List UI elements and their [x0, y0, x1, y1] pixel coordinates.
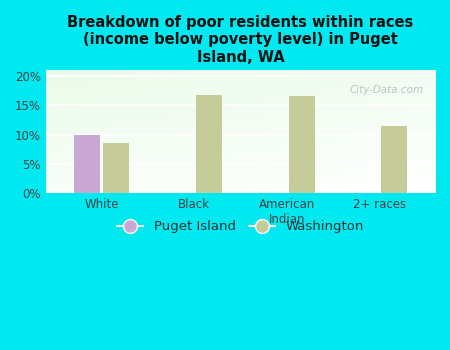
Title: Breakdown of poor residents within races
(income below poverty level) in Puget
I: Breakdown of poor residents within races… [68, 15, 414, 65]
Bar [381, 126, 407, 194]
Bar [104, 143, 129, 194]
Text: City-Data.com: City-Data.com [349, 85, 423, 95]
Bar [196, 95, 222, 194]
Bar [74, 135, 99, 194]
Bar [288, 96, 315, 194]
Legend: Puget Island, Washington: Puget Island, Washington [112, 215, 369, 239]
